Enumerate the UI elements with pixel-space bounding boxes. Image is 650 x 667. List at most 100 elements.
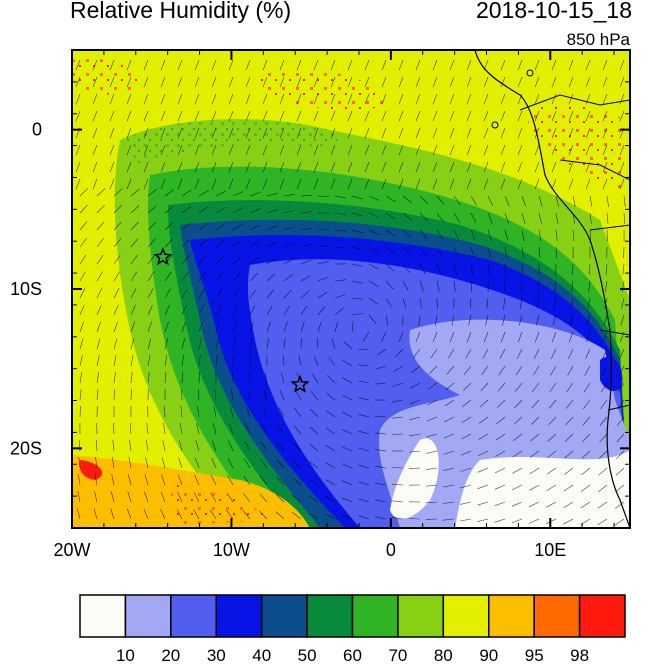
wind-barb <box>515 365 523 376</box>
wind-barb <box>313 127 319 139</box>
wind-barb <box>415 178 421 190</box>
wind-barb <box>623 212 625 225</box>
wind-barb <box>436 195 445 205</box>
wind-barb <box>79 405 81 418</box>
wind-barb <box>180 406 183 418</box>
wind-barb <box>109 110 115 122</box>
wind-barb <box>602 127 608 139</box>
wind-barb <box>500 59 506 71</box>
wind-barb <box>466 178 472 190</box>
wind-barb <box>469 297 472 310</box>
wind-barb <box>296 59 302 71</box>
wind-barb <box>427 382 438 390</box>
wind-barb <box>426 450 438 454</box>
wind-barb <box>127 491 132 503</box>
wind-barb <box>483 93 489 105</box>
wind-barb <box>534 59 540 71</box>
wind-barb <box>392 399 404 403</box>
wind-barb <box>198 388 200 401</box>
wind-barb <box>215 190 226 197</box>
wind-barb <box>483 161 489 173</box>
wind-barb <box>432 76 438 88</box>
wind-barb <box>317 291 328 299</box>
wind-barb <box>555 246 557 259</box>
wind-barb <box>482 348 489 359</box>
wind-barb <box>126 59 132 71</box>
wind-barb <box>279 144 285 156</box>
wind-barb <box>409 433 421 437</box>
wind-barb <box>533 365 540 376</box>
wind-barb <box>177 127 183 139</box>
wind-barb <box>460 450 472 456</box>
wind-barb <box>419 297 422 309</box>
wind-barb <box>164 271 172 282</box>
wind-barb <box>160 76 166 88</box>
wind-barb <box>262 406 268 418</box>
wind-barb <box>521 246 524 258</box>
wind-barb <box>462 382 472 391</box>
wind-barb <box>385 280 394 290</box>
wind-barb <box>375 465 387 469</box>
wind-barb <box>215 207 226 214</box>
wind-barb <box>364 93 370 105</box>
wind-barb <box>113 288 120 299</box>
wind-barb <box>143 127 149 139</box>
wind-barb <box>181 304 187 316</box>
wind-barb <box>494 484 506 490</box>
wind-barb <box>232 191 244 197</box>
wind-barb <box>358 447 370 452</box>
wind-barb <box>130 288 137 299</box>
axis-ticks: 20W 10W 0 10E 0 10S 20S <box>10 49 630 560</box>
wind-barb <box>79 221 88 231</box>
wind-barb <box>495 450 506 457</box>
wind-barb <box>395 348 404 358</box>
wind-barb <box>113 188 123 197</box>
wind-barb <box>293 425 302 435</box>
wind-barb <box>547 433 557 442</box>
wind-barb <box>283 226 295 231</box>
colorbar-swatch <box>124 594 172 638</box>
wind-barb <box>393 365 404 372</box>
wind-barb <box>96 204 105 214</box>
wind-barb <box>262 110 268 122</box>
wind-barb <box>317 195 330 197</box>
wind-barb <box>243 475 251 486</box>
wind-barb <box>582 416 591 426</box>
wind-barb <box>179 423 183 435</box>
wind-barb <box>215 288 223 299</box>
wind-barb <box>181 338 185 350</box>
wind-barb <box>368 195 380 201</box>
wind-barb <box>392 382 404 387</box>
wind-barb <box>313 76 319 88</box>
wind-barb <box>94 474 98 486</box>
wind-barb <box>500 144 506 156</box>
wind-barb <box>398 110 404 122</box>
wind-barb <box>534 110 540 122</box>
wind-barb <box>470 263 474 275</box>
wind-barb <box>572 229 575 242</box>
wind-barb <box>143 508 149 520</box>
wind-barb <box>411 365 421 374</box>
wind-barb <box>313 144 319 156</box>
wind-barb <box>317 229 330 231</box>
wind-barb <box>334 212 346 215</box>
wind-barb <box>600 382 608 393</box>
wind-barb <box>311 373 319 384</box>
wind-barb <box>160 59 166 71</box>
wind-barb <box>555 195 559 207</box>
wind-barb <box>449 331 455 343</box>
wind-barb <box>227 475 234 486</box>
wind-barb <box>419 195 429 204</box>
wind-barb <box>113 372 116 384</box>
wind-barb <box>587 297 591 309</box>
star-marker <box>153 247 173 266</box>
wind-barb <box>358 481 370 486</box>
wind-barb <box>500 331 506 343</box>
wind-barb <box>334 294 346 299</box>
wind-barb <box>364 110 370 122</box>
wind-barb <box>317 261 329 265</box>
wind-barb <box>443 518 455 521</box>
wind-barb <box>96 388 99 401</box>
wind-barb <box>126 110 132 122</box>
